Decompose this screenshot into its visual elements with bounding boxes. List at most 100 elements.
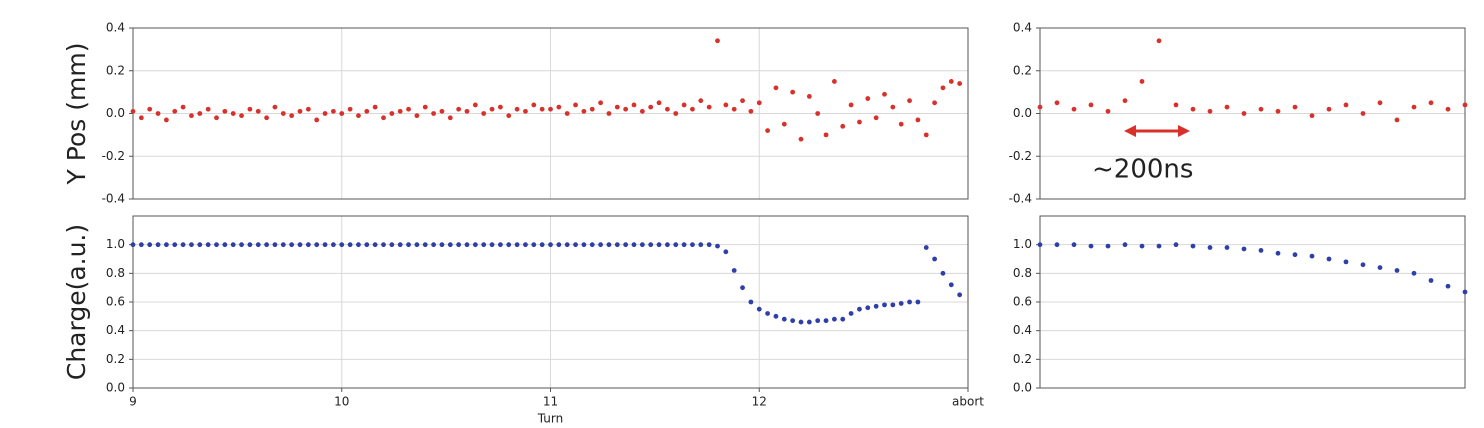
y-axis-label: Charge(a.u.): [62, 224, 91, 380]
point: [907, 299, 912, 305]
plot-frame: [1039, 27, 1466, 200]
point: [1037, 104, 1043, 110]
point: [865, 96, 871, 101]
point: [197, 242, 203, 248]
point: [364, 108, 370, 114]
y-tick-label: -0.2: [1009, 149, 1032, 163]
point: [197, 111, 203, 116]
point: [715, 243, 720, 249]
point: [723, 102, 729, 108]
point: [539, 106, 545, 112]
point: [314, 242, 320, 248]
point: [506, 113, 512, 119]
point: [472, 242, 478, 248]
point: [205, 242, 211, 248]
plot-frame: [1039, 215, 1466, 389]
point: [1241, 111, 1247, 116]
point: [356, 242, 361, 248]
point: [765, 311, 770, 316]
point: [1326, 106, 1332, 112]
point: [1275, 108, 1281, 114]
point: [1105, 243, 1111, 249]
point: [873, 115, 879, 121]
point: [372, 242, 378, 248]
point: [832, 79, 837, 84]
point: [631, 102, 637, 108]
point: [264, 242, 269, 248]
point: [289, 113, 295, 119]
point: [857, 119, 862, 125]
point: [1309, 253, 1315, 259]
point: [623, 242, 629, 248]
point: [940, 85, 946, 91]
point: [698, 242, 704, 248]
point: [431, 111, 436, 116]
point: [773, 85, 779, 91]
point: [1462, 289, 1468, 295]
y-tick-label: 0.2: [106, 63, 125, 77]
point: [923, 245, 929, 250]
point: [756, 100, 762, 106]
point: [147, 242, 153, 248]
point: [406, 106, 411, 112]
point: [1173, 102, 1179, 108]
y-tick-label: 0.2: [1013, 352, 1032, 366]
point: [1377, 100, 1383, 106]
y-axis-label: Y Pos (mm): [62, 43, 91, 186]
point: [598, 242, 603, 248]
point: [347, 242, 353, 248]
y-tick-label: 0.0: [106, 106, 125, 120]
point: [581, 242, 587, 248]
point: [639, 242, 645, 248]
point: [740, 98, 745, 104]
point: [639, 108, 645, 114]
point: [1224, 245, 1230, 250]
y-tick-label: -0.2: [102, 149, 125, 163]
point: [798, 136, 804, 142]
point: [773, 313, 779, 319]
point: [255, 242, 261, 248]
point: [422, 242, 428, 248]
point: [397, 242, 403, 248]
point: [331, 108, 336, 114]
point: [464, 108, 470, 114]
point: [1428, 278, 1434, 283]
point: [498, 104, 503, 110]
point: [748, 108, 754, 114]
point: [414, 242, 420, 248]
point: [715, 38, 720, 44]
point: [806, 319, 812, 325]
point: [264, 115, 269, 121]
point: [790, 89, 796, 95]
point: [781, 316, 787, 322]
point: [431, 242, 436, 248]
point: [882, 91, 887, 97]
x-tick-label: 9: [129, 395, 137, 409]
point: [1326, 256, 1332, 262]
x-tick-label: 11: [543, 395, 558, 409]
point: [539, 242, 545, 248]
point: [447, 115, 453, 121]
point: [130, 108, 136, 114]
point: [1156, 38, 1162, 44]
point: [890, 104, 896, 110]
point: [815, 111, 821, 116]
point: [155, 111, 161, 116]
point: [297, 108, 303, 114]
point: [848, 311, 854, 316]
point: [147, 106, 153, 112]
point: [222, 108, 228, 114]
point: [1173, 242, 1179, 248]
point: [890, 302, 896, 308]
point: [731, 106, 737, 112]
point: [464, 242, 470, 248]
point: [690, 106, 695, 112]
point: [331, 242, 336, 248]
point: [289, 242, 295, 248]
point: [389, 242, 395, 248]
point: [1411, 104, 1417, 110]
y-tick-label: 0.0: [1013, 106, 1032, 120]
point: [589, 106, 595, 112]
point: [564, 242, 570, 248]
point: [180, 104, 186, 110]
